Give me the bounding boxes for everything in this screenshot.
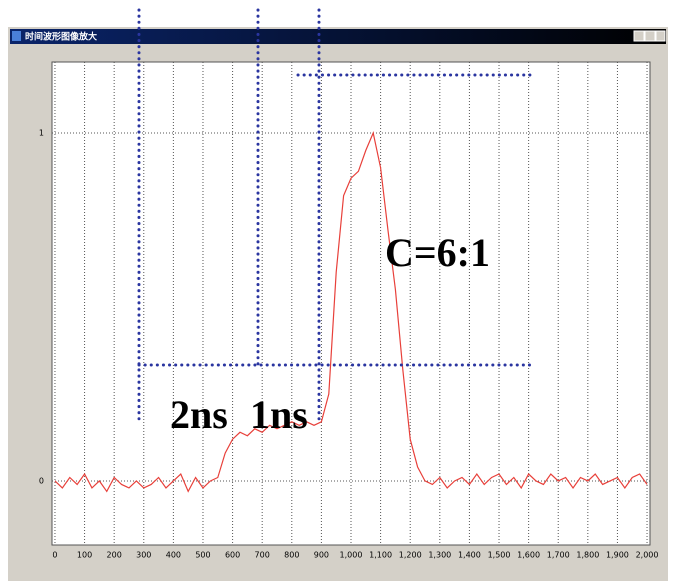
x-tick-label: 700 — [255, 551, 270, 560]
x-tick-label: 600 — [225, 551, 240, 560]
window-title: 时间波形图像放大 — [25, 31, 97, 43]
x-tick-label: 2,000 — [636, 551, 659, 560]
x-tick-label: 0 — [52, 551, 57, 560]
annotation: 1ns — [250, 392, 308, 437]
x-tick-label: 1,200 — [399, 551, 422, 560]
y-tick-label: 1 — [39, 128, 44, 137]
y-tick-label: 0 — [39, 476, 44, 485]
title-bar — [10, 29, 666, 44]
x-tick-label: 200 — [107, 551, 122, 560]
x-tick-label: 1,800 — [576, 551, 599, 560]
x-tick-label: 100 — [77, 551, 92, 560]
x-tick-label: 800 — [284, 551, 299, 560]
x-tick-label: 1,500 — [488, 551, 511, 560]
minimize-button[interactable] — [633, 30, 645, 42]
x-tick-label: 400 — [166, 551, 181, 560]
x-tick-label: 500 — [195, 551, 210, 560]
x-tick-label: 1,100 — [369, 551, 392, 560]
x-tick-label: 900 — [314, 551, 329, 560]
window-icon — [12, 31, 21, 41]
signal-line — [54, 131, 648, 493]
x-tick-label: 300 — [136, 551, 151, 560]
close-button[interactable] — [655, 30, 666, 42]
annotation: C=6:1 — [385, 230, 490, 275]
x-tick-label: 1,900 — [606, 551, 629, 560]
x-tick-label: 1,000 — [340, 551, 363, 560]
x-tick-label: 1,400 — [458, 551, 481, 560]
overlay — [137, 8, 534, 424]
x-tick-label: 1,300 — [428, 551, 451, 560]
annotation: 2ns — [170, 392, 228, 437]
x-tick-label: 1,700 — [547, 551, 570, 560]
maximize-button[interactable] — [644, 30, 656, 42]
x-tick-label: 1,600 — [517, 551, 540, 560]
